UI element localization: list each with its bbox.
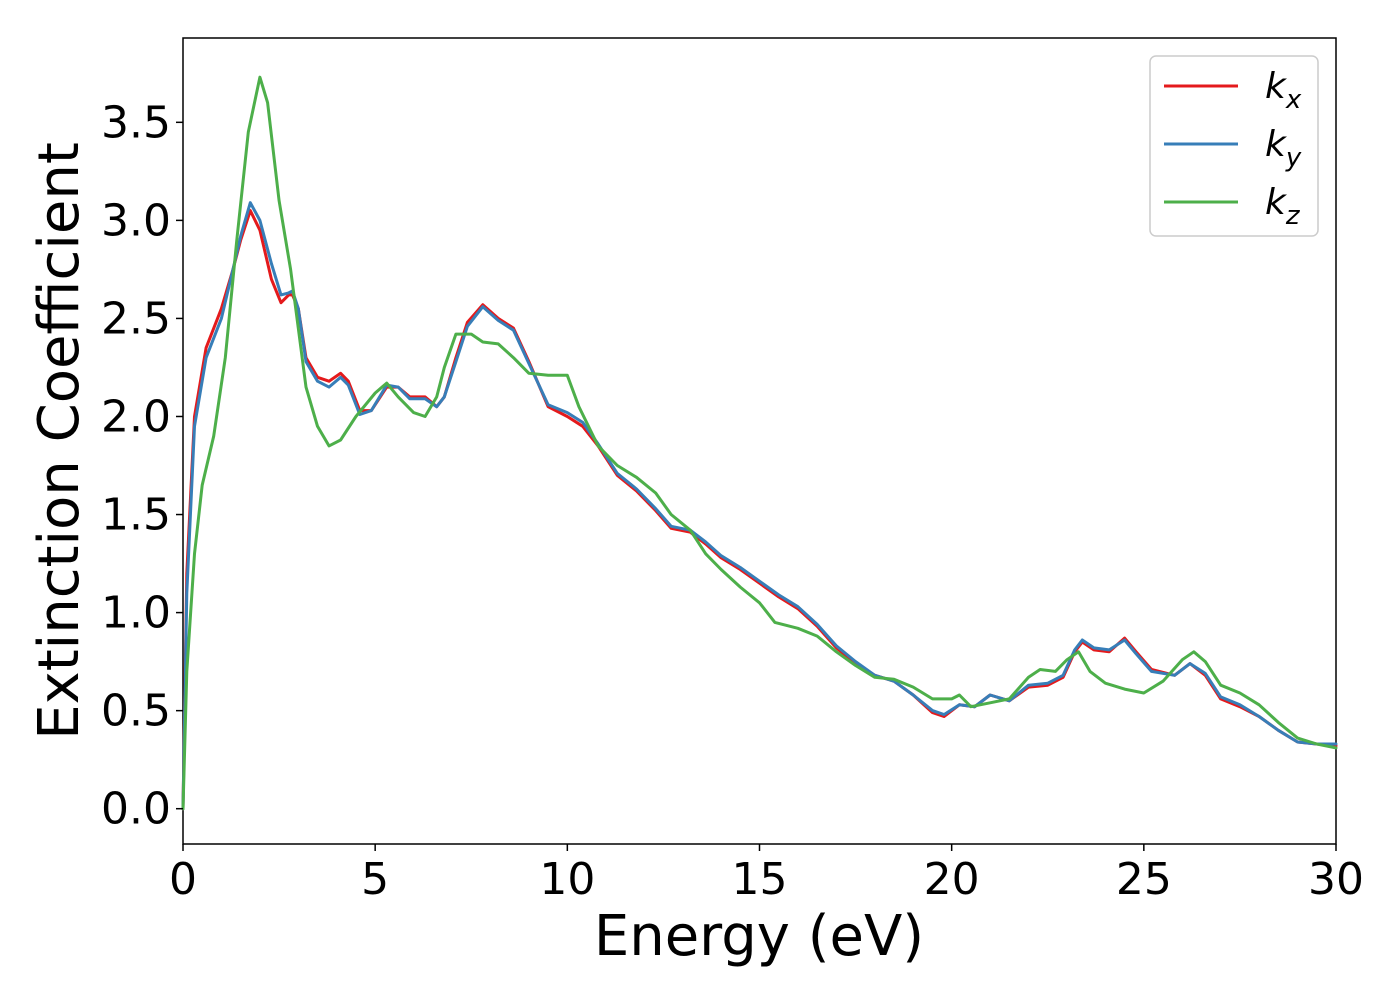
x-tick-label: 10 — [539, 854, 595, 905]
y-tick-label: 2.5 — [101, 293, 171, 344]
y-tick-label: 1.5 — [101, 490, 171, 541]
x-tick-label: 5 — [361, 854, 389, 905]
y-tick-label: 3.0 — [101, 195, 171, 246]
x-ticks: 0 5 10 15 20 25 30 — [169, 844, 1364, 905]
y-tick-label: 0.0 — [101, 784, 171, 835]
y-tick-label: 1.0 — [101, 588, 171, 639]
x-tick-label: 20 — [924, 854, 980, 905]
y-ticks: 0.0 0.5 1.0 1.5 2.0 2.5 3.0 3.5 — [101, 97, 183, 835]
y-tick-label: 3.5 — [101, 97, 171, 148]
series-layer — [181, 75, 1338, 811]
plot-area — [182, 37, 1337, 845]
y-tick-label: 2.0 — [101, 391, 171, 442]
x-tick-label: 15 — [732, 854, 788, 905]
y-axis-title: Extinction Coefficient — [27, 142, 92, 740]
legend-box — [1149, 55, 1319, 237]
x-axis-title: Energy (eV) — [594, 904, 924, 969]
series-line-z — [181, 75, 1338, 811]
legend-label-y: ky — [1265, 124, 1302, 173]
x-tick-label: 0 — [169, 854, 197, 905]
x-tick-label: 30 — [1308, 854, 1364, 905]
x-tick-label: 25 — [1116, 854, 1172, 905]
series-line-y — [181, 201, 1338, 811]
y-tick-label: 0.5 — [101, 686, 171, 737]
